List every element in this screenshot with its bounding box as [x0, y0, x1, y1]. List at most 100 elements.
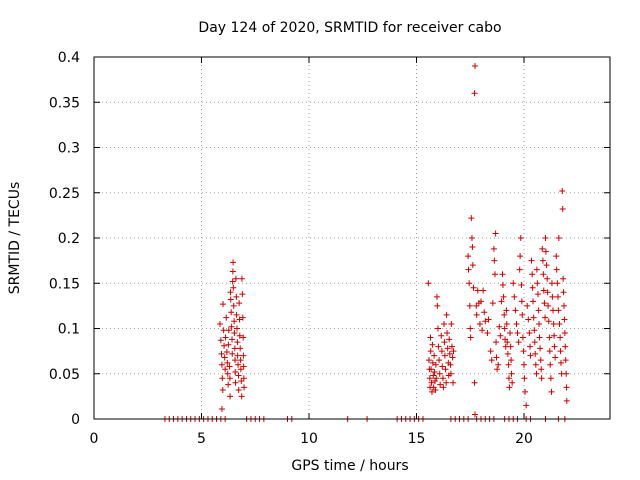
data-point: [218, 350, 225, 357]
data-point: [233, 325, 240, 332]
data-point: [438, 348, 445, 355]
data-point: [236, 300, 243, 307]
data-point: [531, 339, 538, 346]
data-point: [546, 334, 553, 341]
data-point: [223, 349, 230, 356]
y-tick-label: 0.15: [49, 276, 80, 292]
plot-border: [93, 56, 611, 420]
data-point: [545, 318, 552, 325]
data-point: [551, 332, 558, 339]
data-point: [557, 348, 564, 355]
data-point: [220, 327, 227, 334]
data-point: [496, 323, 503, 330]
data-point: [470, 284, 477, 291]
data-point: [507, 343, 514, 350]
data-point: [488, 357, 495, 364]
data-point: [439, 363, 446, 370]
data-point: [226, 375, 233, 382]
data-point: [535, 307, 542, 314]
data-point: [437, 381, 444, 388]
data-point: [224, 370, 231, 377]
data-point: [234, 339, 241, 346]
data-point: [240, 375, 247, 382]
data-point: [563, 384, 570, 391]
data-point: [548, 280, 555, 287]
data-point: [527, 343, 534, 350]
data-point: [465, 253, 472, 260]
data-point: [495, 361, 502, 368]
data-point: [562, 343, 569, 350]
data-point: [473, 302, 480, 309]
data-point: [492, 230, 499, 237]
data-point: [444, 345, 451, 352]
data-point: [235, 361, 242, 368]
data-point: [471, 379, 478, 386]
data-point: [487, 348, 494, 355]
data-point: [544, 289, 551, 296]
data-point: [540, 271, 547, 278]
data-point: [482, 318, 489, 325]
data-point: [509, 379, 516, 386]
chart-title: Day 124 of 2020, SRMTID for receiver cab…: [198, 20, 501, 36]
data-point: [468, 215, 475, 222]
data-point: [501, 311, 508, 318]
data-point: [231, 345, 238, 352]
data-point: [222, 334, 229, 341]
data-point: [471, 63, 478, 70]
data-point: [238, 377, 245, 384]
data-point: [241, 384, 248, 391]
data-point: [240, 334, 247, 341]
data-point: [234, 352, 241, 359]
data-point: [547, 361, 554, 368]
data-point: [444, 330, 451, 337]
data-point: [469, 244, 476, 251]
data-point: [428, 388, 435, 395]
data-point: [446, 336, 453, 343]
data-point: [561, 330, 568, 337]
data-point: [559, 187, 566, 194]
data-point: [553, 266, 560, 273]
data-point: [519, 334, 526, 341]
data-point: [521, 361, 527, 368]
data-point: [232, 275, 239, 282]
data-point: [515, 339, 522, 346]
y-tick-label: 0.3: [58, 141, 80, 157]
data-point: [510, 280, 517, 287]
data-point: [541, 300, 548, 307]
data-point: [507, 330, 514, 337]
data-point: [226, 363, 233, 370]
data-point: [236, 332, 243, 339]
data-point: [522, 388, 529, 395]
data-point: [428, 379, 435, 386]
data-point: [538, 366, 545, 373]
data-point: [556, 320, 563, 327]
data-point: [493, 354, 500, 361]
data-point: [526, 330, 533, 337]
data-point: [561, 316, 568, 323]
data-point: [531, 327, 538, 334]
data-point: [519, 311, 526, 318]
data-point: [439, 375, 446, 382]
data-point: [431, 377, 438, 384]
data-point: [562, 357, 569, 364]
data-point: [441, 352, 448, 359]
data-points: [161, 63, 570, 422]
data-point: [532, 361, 539, 368]
data-point: [471, 90, 478, 97]
data-point: [554, 293, 561, 300]
data-point: [220, 301, 226, 308]
data-point: [426, 375, 433, 382]
data-point: [542, 235, 549, 241]
data-point: [550, 307, 557, 314]
data-point: [221, 342, 228, 349]
data-point: [560, 289, 567, 296]
grid-lines: [94, 57, 610, 419]
data-point: [216, 320, 223, 327]
data-point: [523, 402, 530, 409]
data-point: [534, 291, 541, 298]
data-point: [224, 359, 231, 366]
data-point: [529, 271, 536, 278]
data-point: [238, 393, 245, 400]
y-tick-label: 0.1: [58, 322, 80, 338]
